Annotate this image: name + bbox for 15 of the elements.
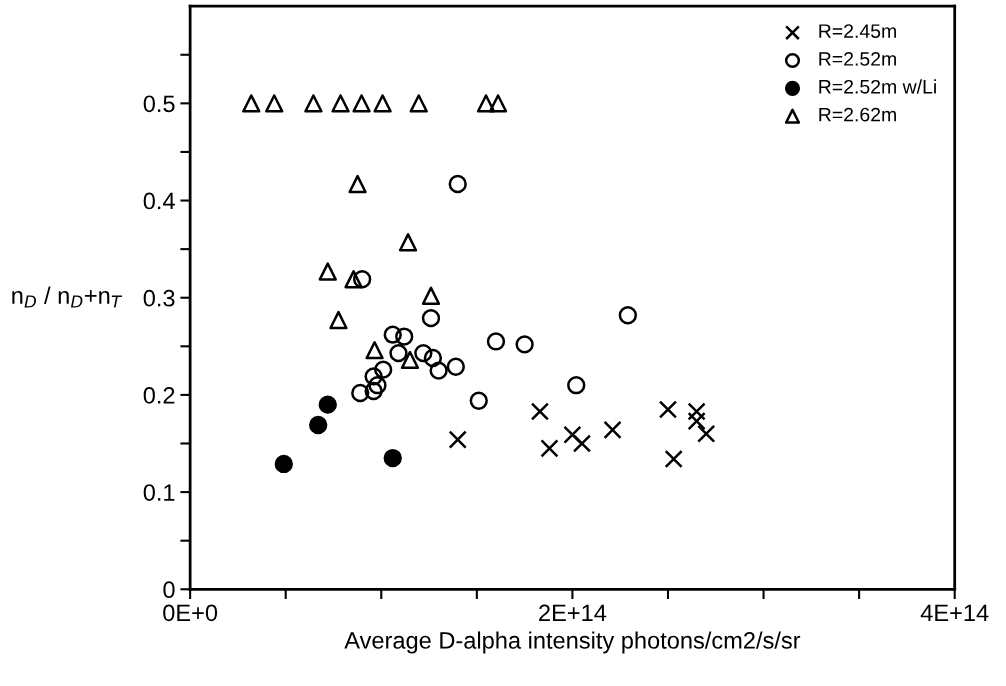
y-axis-title: n$_{D}$ / n$_{D}$+n$_{T}$ (12, 286, 123, 308)
x-axis-title: Average D-alpha intensity photons/cm2/s/sr (344, 631, 801, 654)
x-tick-label: 4E+14 (920, 604, 989, 621)
x-tick-label: 2E+14 (539, 604, 607, 621)
y-tick-label: 0.2 (143, 386, 175, 404)
legend-label: R=2.52m (819, 52, 896, 66)
y-tick-label: 0.4 (143, 192, 175, 210)
legend-label: R=2.45m (819, 24, 896, 38)
y-tick-label: 0 (163, 581, 175, 599)
y-tick-label: 0.1 (143, 484, 175, 501)
x-tick-label: 0E+0 (163, 604, 218, 622)
legend-label: R=2.52m w/Li (819, 79, 936, 94)
y-tick-label: 0.5 (143, 95, 175, 113)
legend-label: R=2.62m (819, 107, 896, 122)
y-tick-label: 0.3 (143, 289, 175, 307)
